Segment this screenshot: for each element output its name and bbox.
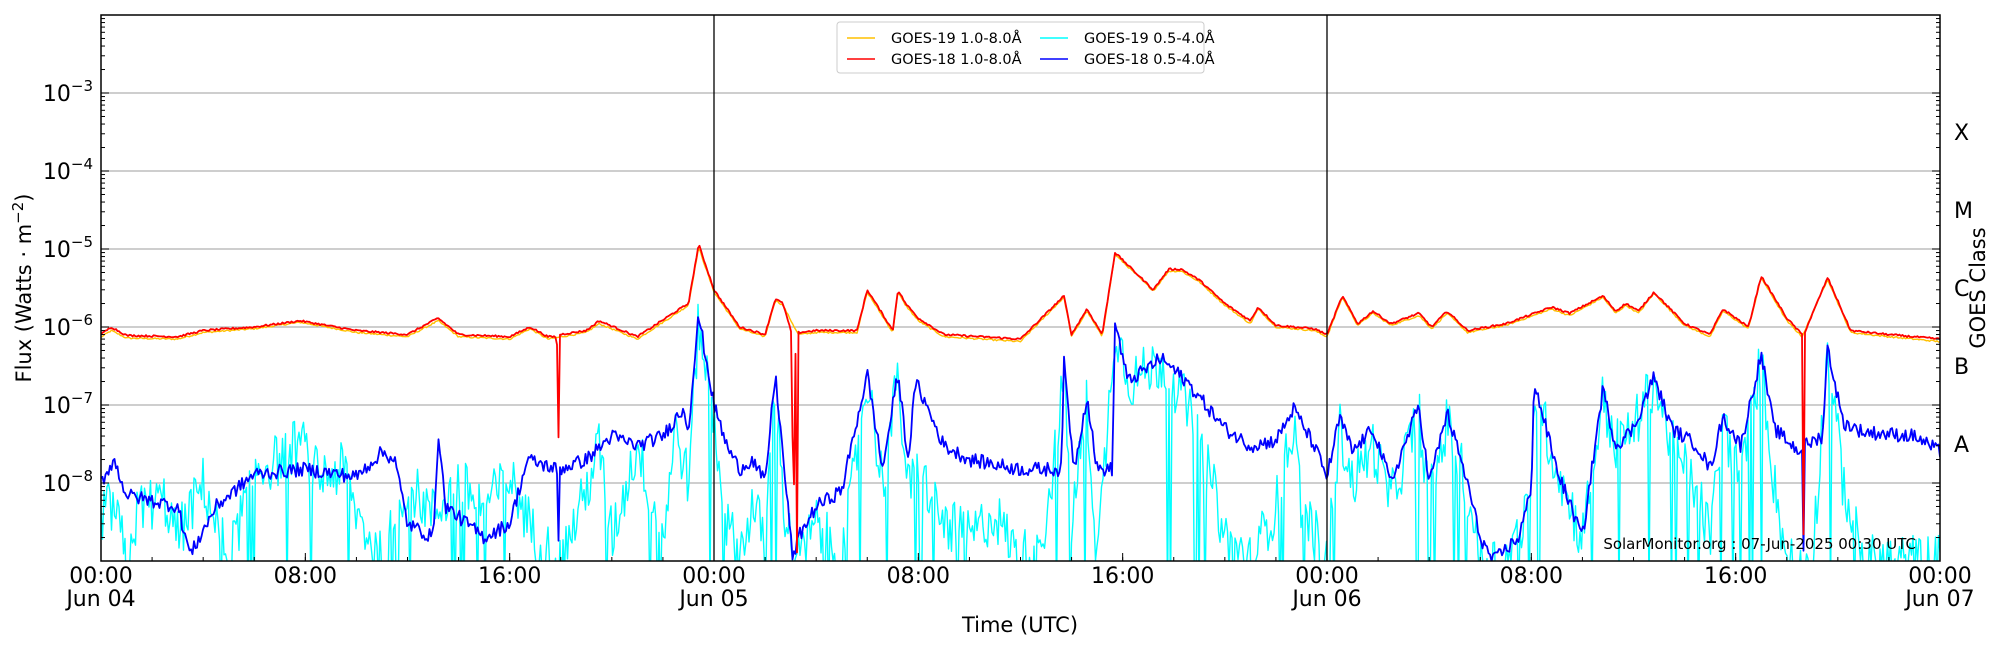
goes-class-X: X (1954, 121, 1969, 146)
x-tick-time: 00:00 (1295, 564, 1358, 589)
series-line-3 (101, 316, 1940, 561)
legend-label: GOES-18 1.0-8.0Å (891, 51, 1022, 68)
y-tick-label: 10−7 (43, 389, 93, 419)
y-tick-label: 10−3 (43, 77, 93, 107)
x-tick-time: 08:00 (887, 564, 950, 589)
y-tick-labels: 10−8 10−7 10−6 10−5 10−4 10−3 (43, 77, 93, 497)
x-tick-date: Jun 05 (677, 587, 748, 612)
watermark: SolarMonitor.org : 07-Jun-2025 00:30 UTC (1603, 535, 1916, 553)
x-tick-date: Jun 06 (1290, 587, 1361, 612)
legend-label: GOES-19 0.5-4.0Å (1084, 30, 1215, 47)
x-tick-time: 00:00 (69, 564, 132, 589)
axis-ticks (100, 18, 1941, 562)
goes-class-labels: X M C B A (1954, 121, 1973, 458)
series-line-0 (101, 248, 1940, 343)
legend-label: GOES-19 1.0-8.0Å (891, 30, 1022, 47)
x-axis-label: Time (UTC) (961, 613, 1078, 637)
y-axis-label: Flux (Watts · m−2) (9, 193, 36, 382)
x-tick-time: 16:00 (1091, 564, 1154, 589)
series-group (101, 244, 1940, 561)
y-tick-label: 10−6 (43, 311, 93, 341)
y-tick-label: 10−8 (43, 467, 93, 497)
y-tick-label: 10−4 (43, 155, 93, 185)
goes-class-M: M (1954, 199, 1973, 224)
day-boundary-lines (713, 15, 1328, 561)
series-line-2 (101, 303, 1940, 561)
x-tick-time: 16:00 (478, 564, 541, 589)
x-tick-time: 16:00 (1704, 564, 1767, 589)
goes-class-B: B (1954, 355, 1969, 380)
x-tick-time: 00:00 (682, 564, 745, 589)
x-tick-date: Jun 04 (64, 587, 135, 612)
plot-frame (100, 14, 1941, 562)
goes-class-A: A (1954, 433, 1969, 458)
legend-box (836, 21, 1205, 74)
legend: GOES-19 1.0-8.0Å GOES-18 1.0-8.0Å GOES-19 … (836, 21, 1215, 74)
x-tick-time: 08:00 (274, 564, 337, 589)
x-tick-date: Jun 07 (1903, 587, 1974, 612)
grid-lines (101, 92, 1940, 484)
series-line-1 (101, 244, 1940, 554)
y-tick-label: 10−5 (43, 233, 93, 263)
legend-label: GOES-18 0.5-4.0Å (1084, 51, 1215, 68)
x-tick-time: 00:00 (1908, 564, 1971, 589)
y-axis-label-right: GOES Class (1966, 227, 1990, 348)
goes-class-C: C (1954, 277, 1969, 302)
x-tick-time: 08:00 (1500, 564, 1563, 589)
